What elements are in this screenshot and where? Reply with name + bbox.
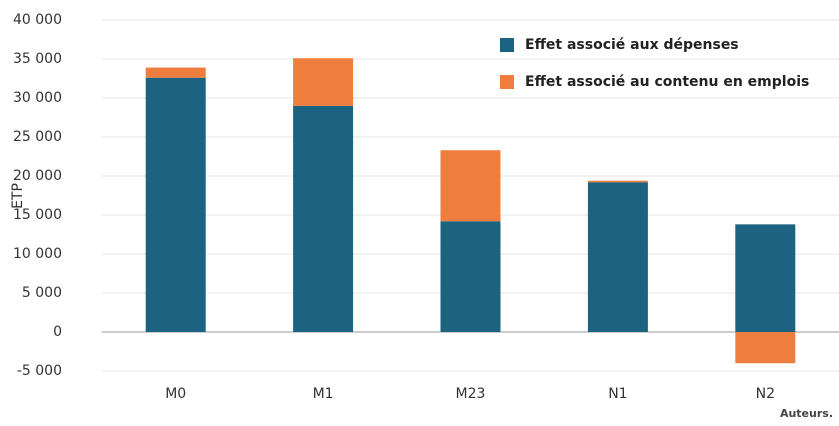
y-tick-label: 35 000 (13, 51, 62, 67)
y-tick-label: 40 000 (13, 12, 62, 28)
x-tick-label: M0 (165, 386, 186, 402)
bar (587, 180, 648, 183)
y-tick-label: 0 (53, 324, 62, 340)
bar (735, 332, 796, 364)
y-tick-label: 10 000 (13, 246, 62, 262)
bar (735, 224, 796, 332)
y-axis-label: ETP (10, 183, 26, 209)
y-tick-label: 30 000 (13, 90, 62, 106)
legend-label: Effet associé au contenu en emplois (525, 74, 809, 90)
legend-swatch (500, 38, 514, 52)
y-tick-label: 15 000 (13, 207, 62, 223)
legend-label: Effet associé aux dépenses (525, 37, 739, 53)
x-tick-label: M1 (313, 386, 334, 402)
bar (440, 221, 501, 332)
bar (145, 67, 206, 78)
x-tick-label: N1 (608, 386, 627, 402)
legend-swatch (500, 75, 514, 89)
bar (587, 182, 648, 332)
bar (440, 150, 501, 222)
bar (145, 77, 206, 332)
y-tick-label: 20 000 (13, 168, 62, 184)
bar (293, 58, 354, 106)
y-tick-label: 5 000 (22, 285, 62, 301)
x-tick-label: N2 (756, 386, 775, 402)
y-tick-label: 25 000 (13, 129, 62, 145)
x-tick-label: M23 (456, 386, 486, 402)
y-tick-label: -5 000 (17, 363, 62, 379)
bar (293, 105, 354, 332)
source: Auteurs. (780, 407, 833, 420)
